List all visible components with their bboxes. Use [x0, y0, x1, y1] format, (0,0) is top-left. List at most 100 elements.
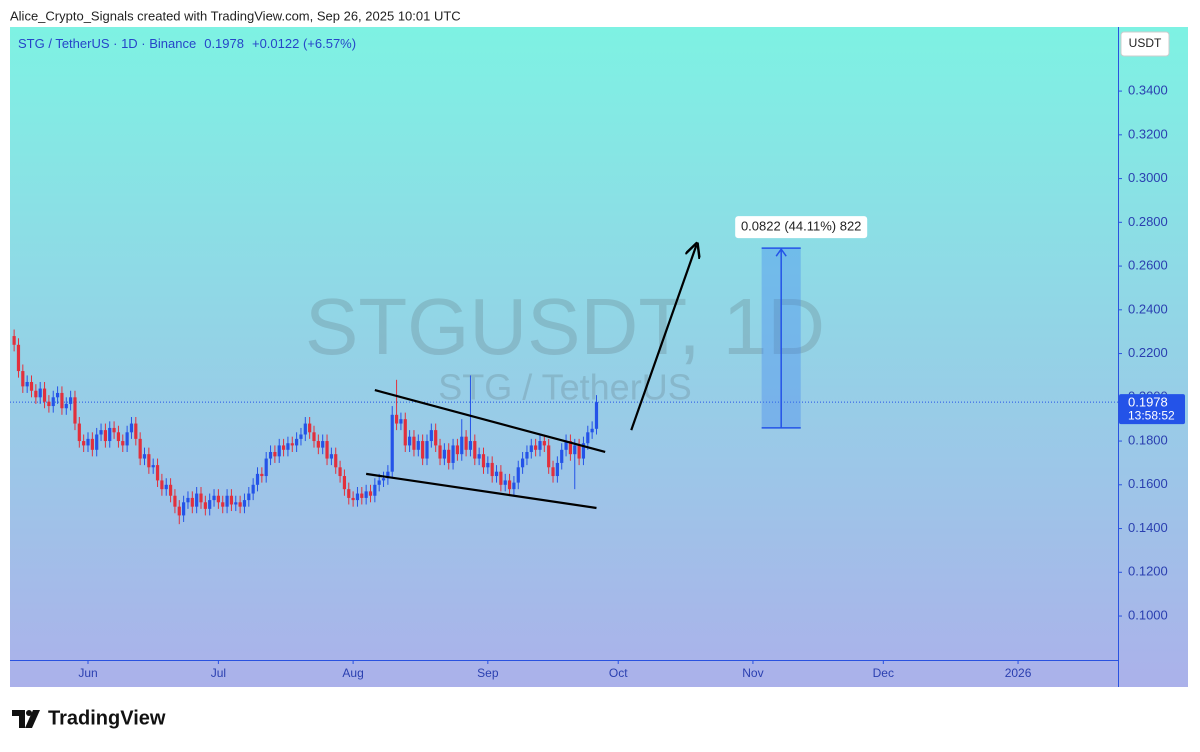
x-tick-label: 2026 — [1005, 666, 1032, 680]
candle-body — [551, 467, 555, 477]
candle-body — [386, 471, 390, 479]
y-tick-label: 0.1400 — [1128, 520, 1168, 535]
trendline — [365, 472, 597, 510]
trendline — [374, 389, 606, 454]
candle-body — [247, 493, 251, 501]
candle-body — [142, 454, 147, 459]
candle-body — [260, 473, 264, 477]
logo-slash — [25, 710, 40, 728]
candle-body — [82, 441, 86, 446]
x-tick-label: Aug — [342, 666, 363, 680]
logo-mark — [12, 710, 25, 728]
candle-body — [155, 465, 160, 481]
candle-body — [295, 438, 299, 446]
candle-body — [255, 473, 260, 485]
candle-body — [38, 388, 42, 398]
candle-body — [573, 445, 577, 455]
currency-box[interactable] — [1120, 31, 1170, 57]
header: Alice_Crypto_Signals created with Tradin… — [10, 8, 461, 23]
candle-body — [303, 423, 307, 435]
candle-body — [373, 484, 377, 496]
candle-body — [173, 495, 177, 507]
x-tick-label: Sep — [477, 666, 499, 680]
measure-arrowhead — [775, 247, 787, 257]
candle-body — [442, 449, 446, 459]
candle-body — [234, 502, 238, 505]
candle-body — [108, 427, 112, 442]
candle-body — [507, 480, 512, 490]
candle-body — [216, 495, 220, 503]
x-tick-label: Dec — [873, 666, 894, 680]
candle-body — [368, 491, 373, 496]
currency: USDT — [1129, 36, 1162, 50]
candle-body — [242, 500, 247, 507]
candle-body — [273, 451, 277, 457]
candle-body — [77, 423, 81, 442]
candle-body — [534, 445, 538, 450]
candle-body — [42, 388, 47, 402]
candle-body — [195, 493, 199, 507]
candle-body — [360, 493, 364, 498]
x-tick-label: Jun — [78, 666, 97, 680]
price-tag — [1119, 394, 1185, 425]
y-tick-label: 0.2600 — [1128, 258, 1168, 273]
candle-body — [190, 497, 194, 507]
candle-body — [390, 414, 394, 472]
candle-body — [408, 436, 412, 446]
candle-body — [251, 484, 255, 494]
candle-body — [394, 414, 399, 424]
candle-body — [529, 445, 533, 452]
candle-body — [499, 471, 503, 485]
candle-body — [138, 438, 142, 459]
y-tick-label: 0.2200 — [1128, 345, 1168, 360]
candle-body — [486, 462, 490, 468]
candle-body — [351, 497, 355, 501]
candle-body — [547, 445, 551, 468]
candle-body — [103, 430, 107, 442]
candle-body — [290, 443, 294, 446]
y-tick-label: 0.1000 — [1128, 607, 1168, 622]
candle-body — [186, 497, 190, 503]
watermark-sub: STG / TetherUS — [438, 367, 691, 408]
candle-body — [55, 392, 60, 398]
candle-body — [503, 480, 507, 485]
symbol: STG / TetherUS · 1D · Binance — [18, 36, 196, 51]
candle-body — [99, 430, 103, 435]
candle-body — [525, 451, 529, 459]
candle-body — [125, 432, 129, 446]
candle-body — [90, 438, 94, 450]
candle-body — [364, 491, 368, 498]
candle-body — [586, 432, 590, 444]
candle-body — [47, 401, 51, 407]
candle-body — [581, 443, 586, 459]
candle-body — [412, 436, 416, 450]
candle-body — [473, 441, 477, 459]
candle-body — [199, 493, 203, 503]
candle-body — [238, 502, 242, 507]
candle-body — [434, 430, 438, 446]
candle-body — [542, 441, 546, 446]
candle-body — [12, 336, 16, 345]
candle-body — [594, 402, 599, 429]
candle-body — [147, 454, 151, 468]
candle-body — [29, 381, 34, 391]
candle-body — [516, 467, 520, 483]
candle-body — [160, 480, 164, 490]
candle-body — [329, 454, 333, 459]
candle-body — [347, 489, 351, 498]
candle-body — [429, 430, 433, 442]
candle-body — [64, 403, 68, 409]
candle-body — [568, 441, 573, 455]
candle-body — [464, 436, 468, 450]
candle-body — [203, 502, 207, 509]
arrow — [630, 245, 696, 431]
y-tick-label: 0.1600 — [1128, 476, 1168, 491]
candle-body — [438, 445, 442, 459]
candle-body — [299, 434, 303, 439]
candle-body — [381, 478, 386, 481]
candle-body — [338, 467, 342, 477]
candle-body — [468, 441, 473, 450]
chart-background — [10, 27, 1188, 687]
candle-body — [212, 495, 216, 501]
